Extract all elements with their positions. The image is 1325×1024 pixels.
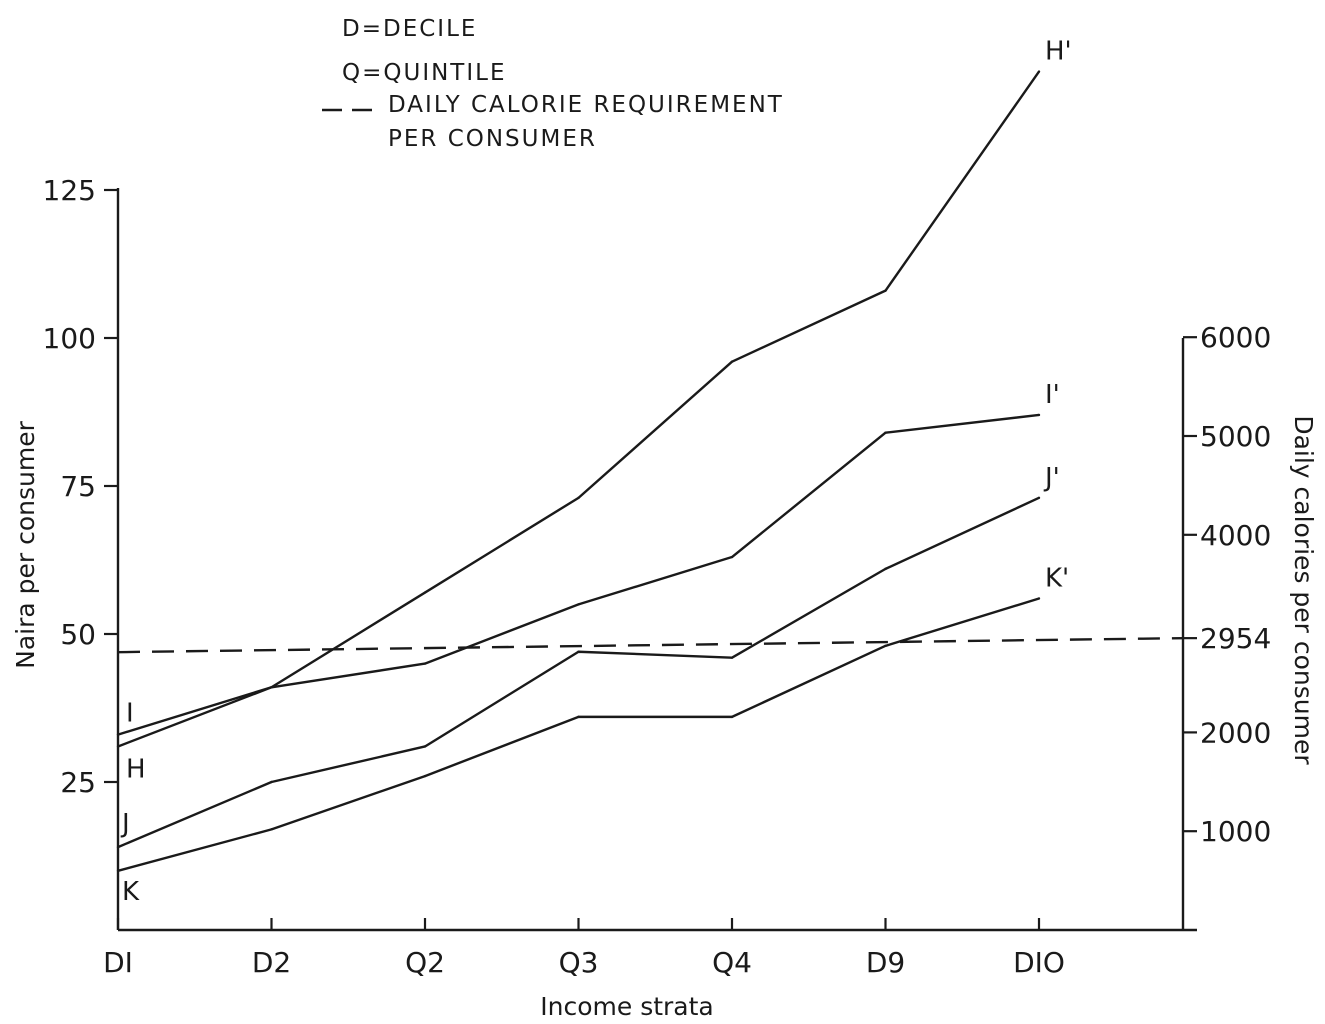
x-tick-label: D9 bbox=[866, 946, 905, 979]
y2-tick-label: 5000 bbox=[1200, 420, 1271, 453]
series-end-label: J' bbox=[1043, 463, 1060, 493]
legend-calorie-line1: DAILY CALORIE REQUIREMENT bbox=[388, 92, 784, 118]
y-ticks-left: 25 50 75 100 125 bbox=[43, 174, 118, 799]
series-point bbox=[1037, 70, 1041, 73]
series-point bbox=[116, 733, 120, 736]
legend: D=DECILE Q=QUINTILE DAILY CALORIE REQUIR… bbox=[322, 16, 784, 152]
y2-tick-label: 4000 bbox=[1200, 519, 1271, 552]
legend-quintile: Q=QUINTILE bbox=[342, 60, 506, 86]
legend-decile: D=DECILE bbox=[342, 16, 477, 42]
y-tick-label: 75 bbox=[60, 470, 96, 503]
series-point bbox=[116, 745, 120, 748]
series-point bbox=[884, 567, 887, 571]
y2-tick-label: 2954 bbox=[1200, 622, 1271, 655]
series-start-label: H bbox=[126, 754, 146, 784]
series-point bbox=[423, 774, 427, 778]
y-tick-label: 25 bbox=[60, 766, 96, 799]
series-point bbox=[577, 650, 580, 653]
series-start-label: I bbox=[126, 699, 134, 729]
calorie-requirement-line bbox=[117, 636, 1184, 654]
series-point bbox=[730, 555, 734, 559]
series-point bbox=[884, 431, 887, 434]
series-point bbox=[884, 289, 887, 292]
y-ticks-right: 1000 2000 2954 4000 5000 6000 bbox=[1183, 321, 1271, 848]
series-point bbox=[270, 828, 273, 831]
y-axis-title: Naira per consumer bbox=[11, 420, 40, 668]
reference-line-layer bbox=[117, 636, 1184, 654]
x-tick-label: Q4 bbox=[712, 946, 752, 979]
series-point bbox=[423, 591, 427, 594]
series-point bbox=[577, 496, 580, 500]
series-point bbox=[270, 686, 273, 689]
series-end-label: I' bbox=[1045, 380, 1060, 410]
series-point bbox=[1037, 496, 1041, 500]
x-tick-label: Q3 bbox=[559, 946, 599, 979]
y-tick-label: 100 bbox=[43, 322, 96, 355]
legend-calorie-line2: PER CONSUMER bbox=[388, 126, 597, 152]
series-start-label: K bbox=[122, 877, 140, 907]
y2-tick-label: 2000 bbox=[1200, 716, 1271, 749]
series-line-k bbox=[117, 597, 1040, 872]
x-tick-label: Q2 bbox=[405, 946, 445, 979]
series-point bbox=[577, 603, 580, 606]
y2-tick-label: 6000 bbox=[1200, 321, 1271, 354]
series-point bbox=[730, 715, 734, 719]
series-point bbox=[730, 656, 734, 659]
series-point bbox=[423, 745, 427, 748]
series-point bbox=[1037, 413, 1041, 417]
series-point bbox=[116, 869, 120, 872]
series-point bbox=[116, 845, 120, 849]
series-point bbox=[577, 715, 580, 719]
x-tick-label: DIO bbox=[1013, 946, 1065, 979]
x-tick-label: D2 bbox=[252, 946, 291, 979]
series-line-j bbox=[117, 496, 1040, 849]
y2-axis-title: Daily calories per consumer bbox=[1289, 415, 1318, 765]
y2-tick-label: 1000 bbox=[1200, 815, 1271, 848]
series-start-label: J bbox=[120, 809, 130, 839]
series-point bbox=[1037, 597, 1041, 600]
series-point bbox=[730, 360, 734, 363]
series-point bbox=[270, 780, 273, 784]
series-layer: H H' I I' J J' K K' bbox=[116, 37, 1072, 907]
series-line-i bbox=[117, 413, 1040, 736]
y-tick-label: 50 bbox=[60, 618, 96, 651]
x-ticks: DI D2 Q2 Q3 Q4 D9 DIO bbox=[103, 918, 1065, 979]
series-point bbox=[884, 644, 887, 648]
series-end-label: K' bbox=[1045, 563, 1069, 593]
series-point bbox=[423, 662, 427, 665]
series-end-label: H' bbox=[1045, 37, 1072, 67]
x-tick-label: DI bbox=[103, 946, 133, 979]
x-axis-title: Income strata bbox=[540, 992, 714, 1021]
y-tick-label: 125 bbox=[43, 174, 96, 207]
